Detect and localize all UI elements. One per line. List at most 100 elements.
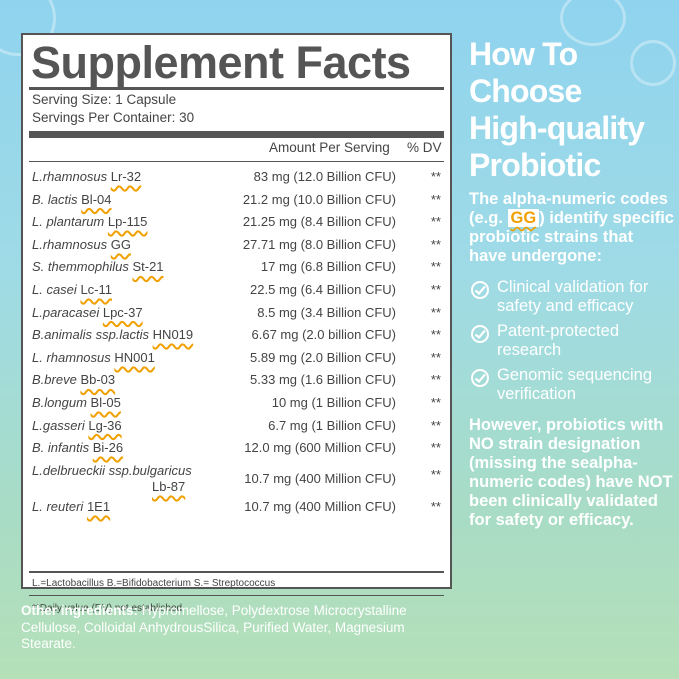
check-text: Genomic sequencing verification [497,366,653,403]
strain-species: B.longum [32,395,87,410]
headline-line: Choose [469,73,582,109]
daily-value: ** [430,395,441,410]
ingredient-row: L.rhamnosus GG 27.71 mg (8.0 Billion CFU)… [32,237,441,259]
intro-text: The alpha-numeric codes (e.g. GG) identi… [469,190,674,266]
other-ingredients-label: Other ingredients: [21,603,139,618]
strain-name: L. casei Lc-11 [32,282,112,297]
background-decoration [630,40,676,86]
headline: How To Choose High-quality Probiotic [469,36,674,184]
title-divider [29,87,444,90]
ingredient-row: L. reuteri 1E1 10.7 mg (400 Million CFU) *… [32,499,441,521]
amount-per-serving: 21.2 mg (10.0 Billion CFU) [242,191,396,207]
ingredient-row: L. plantarum Lp-115 21.25 mg (8.4 Billion… [32,214,441,236]
thick-divider [29,131,444,138]
bottom-divider [29,571,444,573]
servings-per-container: Servings Per Container: 30 [32,110,195,125]
strain-name: B.breve Bb-03 [32,372,115,387]
ingredient-row: B.breve Bb-03 5.33 mg (1.6 Billion CFU) ** [32,372,441,394]
strain-species: L.paracasei [32,304,100,320]
abbreviations: L.=Lactobacillus B.=Bifidobacterium S.= … [32,578,276,589]
ingredient-row: B. infantis Bi-26 12.0 mg (600 Million CF… [32,440,441,462]
strain-code: Lb-87 [152,478,186,494]
ingredient-row: B. lactis Bl-04 21.2 mg (10.0 Billion CFU… [32,192,441,214]
daily-value: ** [430,417,441,433]
strain-code: St-21 [132,259,164,275]
daily-value: ** [430,372,441,388]
ingredient-row: B.animalis ssp.lactis HN019 6.67 mg (2.0 … [32,327,441,349]
strain-code: Lp-115 [107,214,148,230]
strain-species: B.animalis ssp.lactis [32,327,150,343]
footnote-divider [29,595,444,596]
strain-species: S. themmophilus [32,259,129,275]
check-item: Patent-protected research [469,322,674,360]
daily-value: ** [430,282,441,297]
strain-name: L.gasseri Lg-36 [32,418,122,433]
amount-per-serving: 17 mg (6.8 Billion CFU) [260,259,396,275]
strain-name: B. infantis Bi-26 [32,440,123,455]
other-ingredients: Other ingredients: Hypromellose, Polydex… [21,603,451,653]
background-decoration [560,0,626,46]
strain-code: Lc-11 [80,282,112,297]
strain-code: Bl-05 [90,395,121,410]
check-item: Genomic sequencing verification [469,366,674,404]
strain-species: L.gasseri [32,417,85,433]
strain-name: L.delbrueckii ssp.bulgaricus Lb-87 [32,462,192,494]
dv-header: % DV [407,140,442,155]
amount-per-serving: 5.33 mg (1.6 Billion CFU) [250,372,396,388]
strain-name: L.rhamnosus Lr-32 [32,169,141,184]
daily-value: ** [430,440,441,456]
daily-value: ** [430,259,441,275]
strain-code: Bi-26 [92,440,124,456]
check-text: Patent-protected research [497,322,619,359]
check-list: Clinical validation for safety and effic… [469,278,674,404]
strain-code: Lg-36 [88,417,122,433]
check-item: Clinical validation for safety and effic… [469,278,674,316]
check-text: Clinical validation for safety and effic… [497,278,649,315]
ingredient-row: L.rhamnosus Lr-32 83 mg (12.0 Billion CFU… [32,169,441,191]
strain-code: Lpc-37 [102,304,143,320]
daily-value: ** [430,214,441,230]
strain-code: Bl-04 [81,191,112,207]
strain-species: B. infantis [32,440,90,456]
headline-line: How To [469,36,578,72]
amount-per-serving: 83 mg (12.0 Billion CFU) [253,169,396,184]
strain-species: B. lactis [32,191,78,207]
strain-species: B.breve [32,372,77,388]
daily-value: ** [430,191,441,207]
strain-code: Lr-32 [110,169,142,184]
ingredient-row: S. themmophilus St-21 17 mg (6.8 Billion … [32,259,441,281]
ingredient-row: L. casei Lc-11 22.5 mg (6.4 Billion CFU) *… [32,282,441,304]
strain-code: Bb-03 [80,372,116,388]
serving-size: Serving Size: 1 Capsule [32,92,177,107]
amount-per-serving: 10.7 mg (400 Million CFU) [244,498,396,514]
amount-per-serving: 27.71 mg (8.0 Billion CFU) [242,236,396,252]
how-to-choose-panel: How To Choose High-quality Probiotic The… [469,36,674,530]
headline-line: Probiotic [469,147,601,183]
strain-species: L.rhamnosus [32,169,108,184]
strain-code: HN019 [152,327,194,343]
strain-name: L.paracasei Lpc-37 [32,305,143,320]
strain-name: S. themmophilus St-21 [32,259,164,274]
amount-per-serving: 10 mg (1 Billion CFU) [271,395,396,410]
ingredient-row: L. rhamnosus HN001 5.89 mg (2.0 Billion C… [32,350,441,372]
amount-per-serving-header: Amount Per Serving [269,140,390,155]
check-circle-icon [471,325,489,343]
strain-name: L. plantarum Lp-115 [32,214,147,229]
amount-per-serving: 21.25 mg (8.4 Billion CFU) [242,214,396,230]
daily-value: ** [430,304,441,320]
dv-footnote: **Daily value (DV) not established. [32,603,185,614]
amount-per-serving: 6.7 mg (1 Billion CFU) [268,417,396,433]
strain-species: L.delbrueckii ssp.bulgaricus [32,462,192,478]
ingredient-row: L.paracasei Lpc-37 8.5 mg (3.4 Billion CF… [32,305,441,327]
amount-per-serving: 6.67 mg (2.0 billion CFU) [251,327,397,343]
strain-code: 1E1 [86,498,111,514]
strain-name: L. reuteri 1E1 [32,499,110,514]
strain-species: L. casei [32,282,77,297]
daily-value: ** [430,236,441,252]
strain-species: L. plantarum [32,214,105,230]
amount-per-serving: 22.5 mg (6.4 Billion CFU) [250,282,396,297]
amount-per-serving: 12.0 mg (600 Million CFU) [244,440,396,456]
header-divider [29,161,444,162]
intro-before: The alpha-numeric codes (e.g. [469,190,668,227]
strain-species: L. rhamnosus [32,349,111,365]
